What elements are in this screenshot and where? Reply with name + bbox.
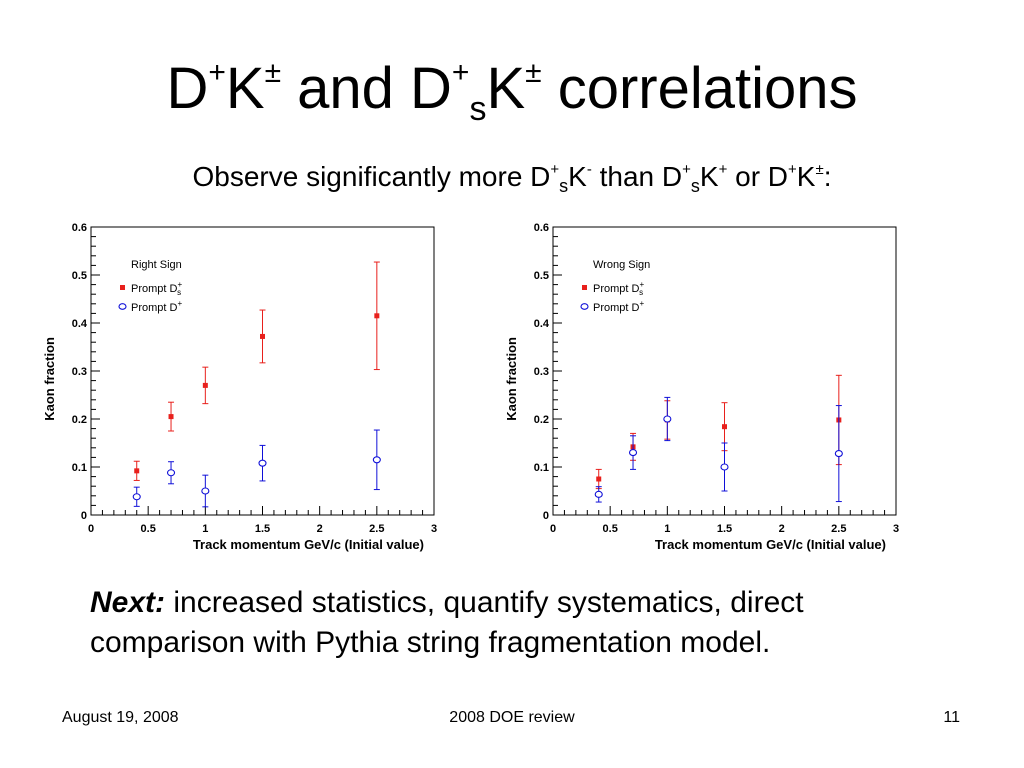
legend-title: Right Sign [131,259,182,271]
x-tick-label: 2.5 [369,523,384,535]
footer-date: August 19, 2008 [62,709,179,726]
x-tick-label: 0 [550,523,556,535]
x-tick-label: 1.5 [255,523,270,535]
legend-marker-d [580,303,589,310]
data-point-d [834,450,843,458]
series-prompt-ds [133,261,380,481]
x-tick-label: 2 [779,523,785,535]
data-point-ds [202,382,208,388]
x-tick-label: 0.5 [603,523,618,535]
x-tick-label: 2.5 [831,523,846,535]
y-axis-label: Kaon fraction [42,337,57,421]
series-prompt-d [132,429,381,508]
slide-title: D+K± and D+sK± correlations [166,56,858,128]
y-tick-label: 0 [81,510,87,522]
legend-entry: Prompt D+ [131,299,182,314]
y-tick-label: 0.1 [72,462,87,474]
data-point-d [201,487,210,495]
legend-marker-ds [582,285,587,290]
next-label: Next: [90,586,166,619]
next-steps-text: Next: increased statistics, quantify sys… [90,583,950,663]
y-tick-label: 0.5 [72,270,87,282]
data-point-ds [168,414,174,420]
legend-marker-d [118,303,127,310]
data-point-d [132,493,141,501]
legend-title: Wrong Sign [593,259,650,271]
y-tick-label: 0.6 [534,222,549,234]
slide-subtitle: Observe significantly more D+sK- than D+… [192,161,832,196]
y-tick-label: 0.2 [534,414,549,426]
x-tick-label: 0 [88,523,94,535]
x-tick-label: 0.5 [141,523,156,535]
y-tick-label: 0.6 [72,222,87,234]
data-point-d [258,459,267,467]
legend-entry: Prompt D+ s [593,280,644,297]
series-prompt-d [594,396,843,503]
x-axis-label: Track momentum GeV/c (Initial value) [193,537,424,552]
data-point-ds [374,313,380,319]
y-tick-label: 0 [543,510,549,522]
data-point-d [594,490,603,498]
x-tick-label: 2 [317,523,323,535]
legend-entry: Prompt D+ s [131,280,182,297]
x-tick-label: 1.5 [717,523,732,535]
y-tick-label: 0.2 [72,414,87,426]
y-tick-label: 0.1 [534,462,549,474]
x-axis-label: Track momentum GeV/c (Initial value) [655,537,886,552]
y-tick-label: 0.4 [72,318,88,330]
footer-page-number: 11 [943,709,960,726]
x-tick-label: 1 [202,523,208,535]
y-tick-label: 0.3 [534,366,549,378]
data-point-d [372,456,381,464]
series-prompt-ds [595,374,842,490]
data-point-ds [596,476,602,482]
data-point-ds [134,468,140,474]
data-point-ds [260,333,265,339]
legend-marker-ds [120,285,125,290]
y-tick-label: 0.3 [72,366,87,378]
x-tick-label: 3 [893,523,899,535]
data-point-d [628,449,638,457]
chart-wrong-sign: 0 0.5 1 1.5 2 2.5 3 0 0.1 0.2 0.3 0.4 0.5 0.6 Track mo… [504,222,899,552]
next-body: increased statistics, quantify systemati… [90,586,804,659]
x-tick-label: 1 [664,523,670,535]
data-point-ds [722,424,727,430]
y-tick-label: 0.4 [534,318,550,330]
y-axis-label: Kaon fraction [504,337,519,421]
footer-event: 2008 DOE review [449,709,575,726]
x-tick-label: 3 [431,523,437,535]
y-tick-label: 0.5 [534,270,549,282]
data-point-d [720,463,729,471]
data-point-d [663,415,672,423]
data-point-d [166,469,176,477]
chart-right-sign: 0 0.5 1 1.5 2 2.5 3 0 0.1 0.2 0.3 0.4 0.5 0.6 Track mo… [42,222,437,552]
legend-entry: Prompt D+ [593,299,644,314]
